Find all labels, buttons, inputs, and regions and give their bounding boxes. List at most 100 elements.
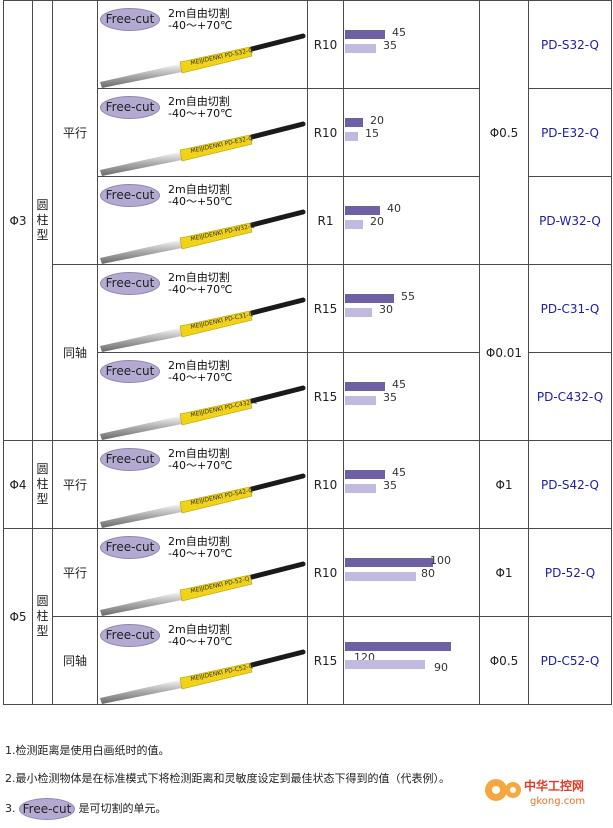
model-link[interactable]: PD-C432-Q	[536, 389, 604, 404]
sensor-photo	[100, 385, 306, 440]
type-parallel: 平行	[52, 440, 98, 529]
bend-radius: R15	[307, 264, 344, 353]
distance-bar-primary	[345, 469, 385, 479]
model-link[interactable]: PD-S32-Q	[541, 37, 599, 52]
sensor-photo	[100, 649, 306, 704]
distance-value-secondary: 20	[370, 214, 384, 228]
free-cut-badge: Free-cut	[100, 623, 160, 647]
bend-radius: R10	[307, 528, 344, 617]
gkong-watermark-logo: 中华工控网 gkong.com	[485, 778, 585, 807]
sensor-photo	[100, 121, 306, 176]
note-2: 2.最小检测物体是在标准模式下将检测距离和灵敏度设定到最佳状态下得到的值（代表例…	[5, 772, 450, 785]
sensor-photo	[100, 33, 306, 88]
sensor-image-cell: Free-cut 2m自由切割 -40～+70℃ MEIJIDENKI PD-S42-…	[97, 440, 308, 529]
diameter-d5: Φ5	[3, 528, 33, 705]
sensor-spec: 2m自由切割 -40～+70℃	[168, 270, 233, 296]
bend-radius: R10	[307, 440, 344, 529]
model-number[interactable]: PD-W32-Q	[528, 176, 612, 265]
distance-value-primary: 45	[392, 377, 406, 391]
sensor-image-cell: Free-cut 2m自由切割 -40～+70℃ MEIJIDENKI PD-C31-…	[97, 264, 308, 353]
free-cut-badge: Free-cut	[100, 359, 160, 383]
shape-cylinder: 圆柱型	[32, 0, 53, 441]
detection-distance-cell: 45 35	[343, 0, 480, 89]
distance-value-primary: 100	[430, 553, 451, 567]
sensor-image-cell: Free-cut 2m自由切割 -40～+70℃ MEIJIDENKI PD-E32-…	[97, 88, 308, 177]
distance-bar-primary	[345, 205, 380, 215]
table-row: Φ3 圆柱型平行 Free-cut 2m自由切割 -40～+70℃ MEIJIDENKI …	[3, 0, 612, 441]
distance-bar-secondary	[345, 43, 376, 53]
distance-bar-secondary	[345, 483, 376, 493]
detection-distance-cell: 55 30	[343, 264, 480, 353]
model-number[interactable]: PD-C31-Q	[528, 264, 612, 353]
distance-bar-secondary	[345, 131, 358, 141]
sensor-spec: 2m自由切割 -40～+70℃	[168, 534, 233, 560]
free-cut-badge: Free-cut	[100, 447, 160, 471]
watermark-main: 中华工控网	[524, 778, 584, 793]
distance-value-secondary: 35	[383, 38, 397, 52]
free-cut-badge: Free-cut	[19, 798, 75, 820]
sensor-spec: 2m自由切割 -40～+70℃	[168, 6, 233, 32]
sensor-image-cell: Free-cut 2m自由切割 -40～+70℃ MEIJIDENKI PD-C52-…	[97, 616, 308, 705]
distance-bar-secondary	[345, 219, 363, 229]
sensor-spec: 2m自由切割 -40～+70℃	[168, 358, 233, 384]
free-cut-badge: Free-cut	[100, 95, 160, 119]
table-row: 同轴 Free-cut 2m自由切割 -40～+70℃ MEIJIDENKI PD-C5…	[4, 616, 612, 705]
shape-cylinder: 圆柱型	[32, 528, 53, 705]
model-link[interactable]: PD-C31-Q	[540, 301, 600, 316]
table-row: 同轴 Free-cut 2m自由切割 -40～+70℃ MEIJIDENKI PD-C3…	[4, 264, 612, 441]
model-number[interactable]: PD-E32-Q	[528, 88, 612, 177]
table-row: Φ5 圆柱型平行 Free-cut 2m自由切割 -40～+70℃ MEIJIDENKI …	[3, 528, 612, 705]
type-parallel: 平行	[52, 528, 98, 617]
model-number[interactable]: PD-S32-Q	[528, 0, 612, 89]
distance-value-primary: 20	[370, 113, 384, 127]
note-3-number: 3.	[5, 802, 16, 815]
distance-bar-primary	[345, 381, 385, 391]
model-number[interactable]: PD-C432-Q	[528, 352, 612, 441]
sensor-image-cell: Free-cut 2m自由切割 -40～+70℃ MEIJIDENKI PD-C432…	[97, 352, 308, 441]
free-cut-badge: Free-cut	[100, 535, 160, 559]
distance-value-secondary: 30	[379, 302, 393, 316]
note-1: 1.检测距离是使用白画纸时的值。	[5, 744, 170, 757]
min-object: Φ1	[479, 528, 529, 617]
detection-distance-cell: 45 35	[343, 352, 480, 441]
type-coaxial: 同轴	[52, 264, 98, 441]
model-link[interactable]: PD-S42-Q	[541, 477, 599, 492]
note-3-text: 是可切割的单元。	[78, 802, 167, 815]
distance-bar-primary	[345, 557, 433, 567]
shape-cylinder: 圆柱型	[32, 440, 53, 529]
sensor-spec-table: Φ3 圆柱型平行 Free-cut 2m自由切割 -40～+70℃ MEIJIDENKI …	[3, 0, 612, 705]
sensor-photo	[100, 209, 306, 264]
free-cut-badge: Free-cut	[100, 7, 160, 31]
model-link[interactable]: PD-W32-Q	[539, 213, 601, 228]
type-parallel: 平行	[52, 0, 98, 265]
table-row: Free-cut 2m自由切割 -40～+70℃ MEIJIDENKI PD-E32-…	[4, 88, 612, 177]
sensor-spec: 2m自由切割 -40～+70℃	[168, 622, 233, 648]
model-link[interactable]: PD-E32-Q	[541, 125, 599, 140]
diameter-d4: Φ4	[3, 440, 33, 529]
bend-radius: R15	[307, 352, 344, 441]
sensor-image-cell: Free-cut 2m自由切割 -40～+50℃ MEIJIDENKI PD-W32-…	[97, 176, 308, 265]
distance-value-secondary: 90	[434, 660, 448, 674]
detection-distance-cell: 45 35	[343, 440, 480, 529]
sensor-image-cell: Free-cut 2m自由切割 -40～+70℃ MEIJIDENKI PD-S32-…	[97, 0, 308, 89]
sensor-photo	[100, 561, 306, 616]
model-link[interactable]: PD-C52-Q	[540, 653, 600, 668]
distance-value-secondary: 35	[383, 390, 397, 404]
model-number[interactable]: PD-52-Q	[528, 528, 612, 617]
model-link[interactable]: PD-52-Q	[544, 565, 596, 580]
detection-distance-cell: 120 90	[343, 616, 480, 705]
sensor-photo	[100, 473, 306, 528]
bend-radius: R1	[307, 176, 344, 265]
model-number[interactable]: PD-S42-Q	[528, 440, 612, 529]
detection-distance-cell: 100 80	[343, 528, 480, 617]
distance-value-secondary: 80	[421, 566, 435, 580]
distance-bar-primary	[345, 293, 394, 303]
note-3: 3. Free-cut 是可切割的单元。	[5, 798, 167, 820]
distance-value-primary: 55	[401, 289, 415, 303]
bend-radius: R15	[307, 616, 344, 705]
table-row: Φ4 圆柱型平行 Free-cut 2m自由切割 -40～+70℃ MEIJIDENKI …	[3, 440, 612, 529]
min-object: Φ0.5	[479, 616, 529, 705]
bend-radius: R10	[307, 88, 344, 177]
distance-bar-secondary	[345, 571, 416, 581]
model-number[interactable]: PD-C52-Q	[528, 616, 612, 705]
